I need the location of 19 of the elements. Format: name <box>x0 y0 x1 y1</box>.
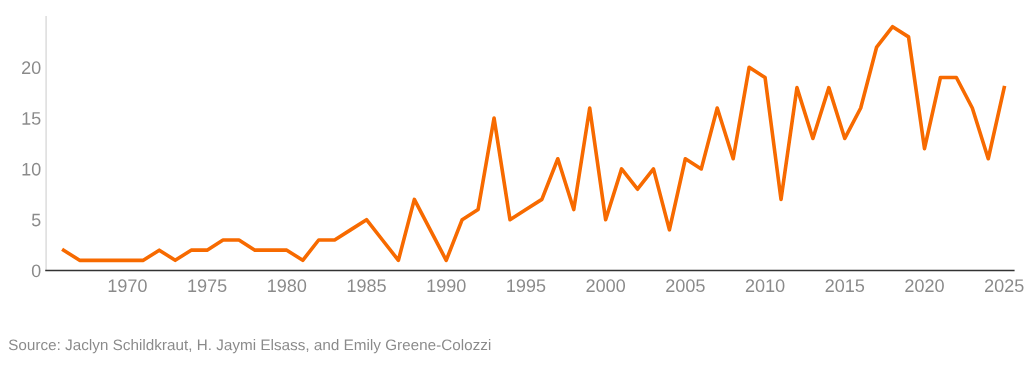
y-tick-label: 5 <box>31 213 41 227</box>
x-tick-label: 2015 <box>825 279 865 293</box>
x-tick-label: 2020 <box>905 279 944 293</box>
y-tick-label: 15 <box>22 112 41 125</box>
x-tick-label: 2005 <box>666 279 705 293</box>
line-series <box>61 24 1006 263</box>
x-tick-label: 2025 <box>985 279 1024 293</box>
x-tick-label: 1980 <box>268 279 307 293</box>
x-tick-label: 1995 <box>507 279 546 293</box>
y-tick-label: 0 <box>31 264 41 278</box>
x-tick-label: 2000 <box>586 279 626 293</box>
source-note: Source: Jaclyn Schildkraut, H. Jaymi Elsass, and Emily Greene-Colozzi <box>8 339 491 354</box>
y-tick-label: 20 <box>22 61 41 75</box>
x-tick-label: 2010 <box>745 279 785 293</box>
x-tick-label: 1990 <box>427 279 466 293</box>
x-tick-label: 1985 <box>347 279 386 293</box>
x-tick-label: 1970 <box>108 279 147 293</box>
x-tick-label: 1975 <box>188 279 227 293</box>
y-tick-label: 10 <box>22 162 41 176</box>
